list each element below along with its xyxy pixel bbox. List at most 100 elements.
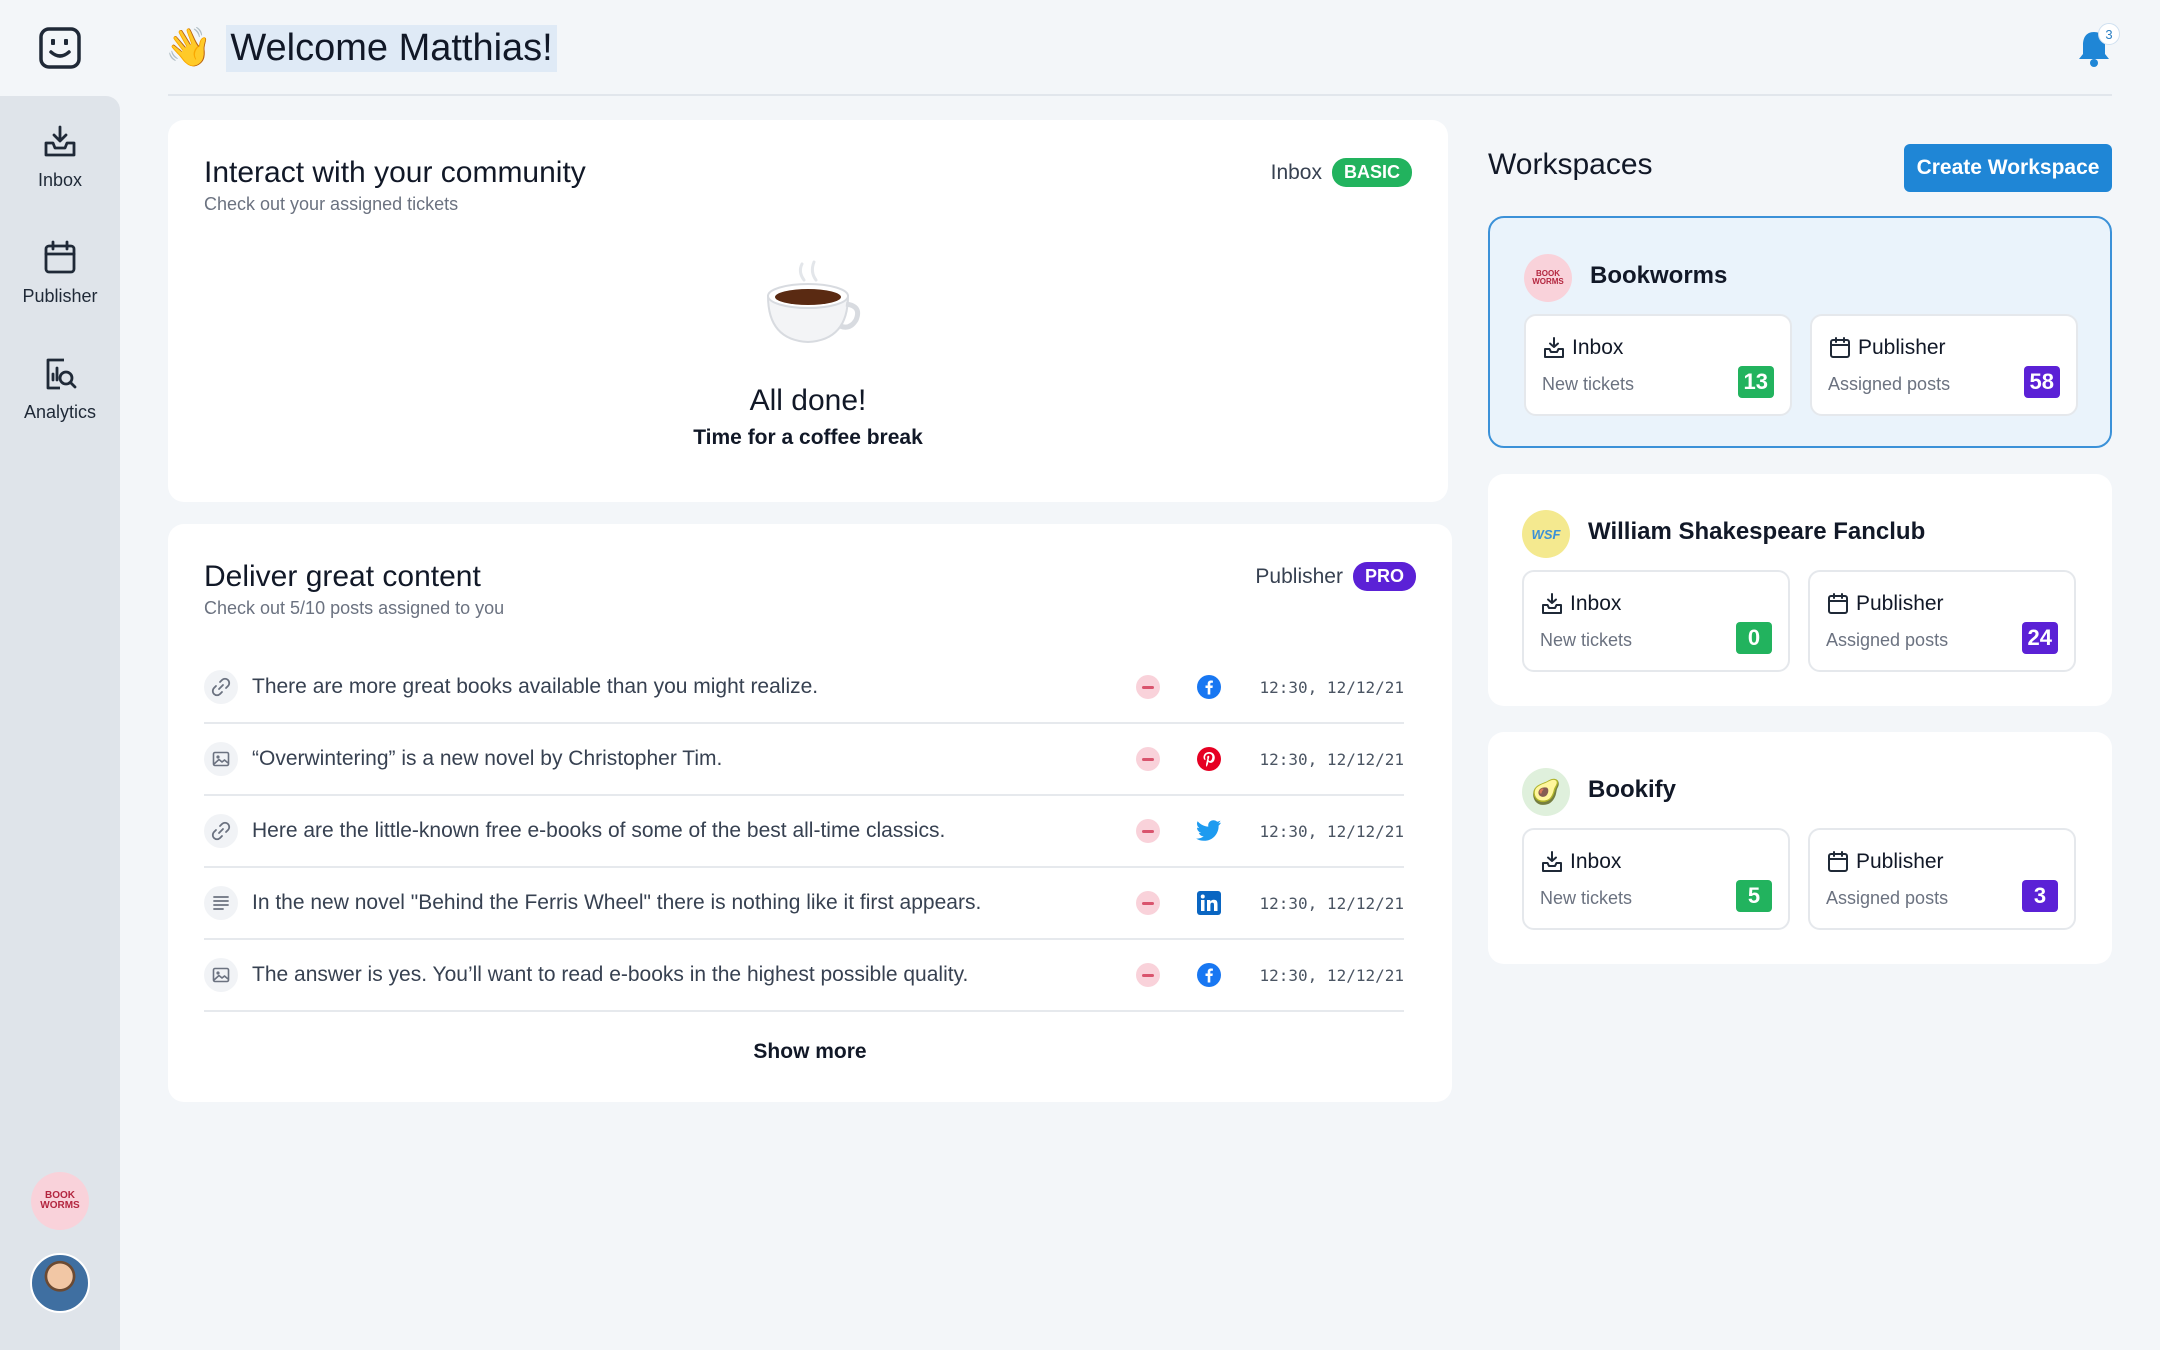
post-time: 12:30, 12/12/21	[1259, 821, 1405, 841]
tile-subtitle: Assigned posts	[1826, 630, 1949, 650]
tile-subtitle: New tickets	[1542, 374, 1635, 394]
publisher-tile[interactable]: Publisher Assigned posts 58	[1810, 314, 2078, 416]
inbox-icon	[44, 125, 76, 157]
workspace-dot-icon	[1136, 675, 1160, 699]
page-header: 👋 Welcome Matthias!	[165, 22, 557, 74]
wave-emoji-icon: 👋	[165, 27, 213, 69]
page-title: Welcome Matthias!	[226, 24, 557, 72]
inbox-tile[interactable]: Inbox New tickets 13	[1524, 314, 1792, 416]
create-workspace-button[interactable]: Create Workspace	[1904, 144, 2112, 192]
community-title: Interact with your community	[204, 156, 586, 189]
tickets-count-badge: 13	[1737, 366, 1774, 398]
header-divider	[168, 94, 2112, 96]
publisher-tile[interactable]: Publisher Assigned posts 24	[1808, 570, 2076, 672]
content-title: Deliver great content	[204, 560, 481, 593]
content-card: Deliver great content Check out 5/10 pos…	[168, 524, 1452, 1102]
post-row[interactable]: In the new novel "Behind the Ferris Whee…	[204, 868, 1404, 940]
sidebar-item-analytics[interactable]: Analytics	[0, 356, 120, 456]
pro-pill: PRO	[1352, 562, 1416, 591]
publisher-tag-label: Publisher	[1255, 564, 1343, 588]
sidebar-item-inbox[interactable]: Inbox	[0, 124, 120, 224]
tickets-count-badge: 5	[1736, 880, 1772, 912]
linkedin-icon	[1196, 890, 1222, 916]
tile-title: Publisher	[1858, 336, 1946, 359]
workspace-card-wsf[interactable]: WSF William Shakespeare Fanclub Inbox Ne…	[1488, 474, 2112, 706]
workspace-logo: 🥑	[1522, 768, 1570, 816]
image-icon	[204, 742, 238, 776]
post-text: Here are the little-known free e-books o…	[252, 819, 946, 842]
workspace-dot-icon	[1136, 747, 1160, 771]
calendar-icon	[1830, 337, 1850, 358]
sidebar-item-publisher[interactable]: Publisher	[0, 240, 120, 340]
posts-count-badge: 3	[2022, 880, 2058, 912]
post-text: There are more great books available tha…	[252, 675, 819, 698]
content-tag: Publisher PRO	[1255, 562, 1416, 591]
inbox-icon	[1542, 593, 1562, 614]
workspace-card-bookify[interactable]: 🥑 Bookify Inbox New tickets 5 Publisher …	[1488, 732, 2112, 964]
notification-badge: 3	[2098, 23, 2120, 45]
inbox-tile[interactable]: Inbox New tickets 5	[1522, 828, 1790, 930]
sidebar: Inbox Publisher Analytics BOOK WORMS	[0, 0, 120, 1350]
all-done-title: All done!	[749, 384, 867, 417]
post-row[interactable]: The answer is yes. You’ll want to read e…	[204, 940, 1404, 1012]
community-subtitle: Check out your assigned tickets	[204, 194, 459, 214]
coffee-cup-icon	[766, 260, 861, 344]
coffee-break-text: Time for a coffee break	[693, 426, 923, 449]
sidebar-item-label: Analytics	[23, 402, 97, 422]
tile-title: Publisher	[1856, 850, 1944, 873]
tile-title: Inbox	[1570, 592, 1622, 615]
user-avatar[interactable]	[30, 1253, 90, 1313]
workspace-card-bookworms[interactable]: BOOK WORMS Bookworms Inbox New tickets 1…	[1488, 216, 2112, 448]
post-time: 12:30, 12/12/21	[1259, 893, 1405, 913]
inbox-tag-label: Inbox	[1270, 160, 1322, 184]
tile-title: Publisher	[1856, 592, 1944, 615]
twitter-icon	[1196, 818, 1222, 844]
workspace-logo: WSF	[1522, 510, 1570, 558]
workspace-dot-icon	[1136, 891, 1160, 915]
tile-subtitle: New tickets	[1540, 888, 1633, 908]
workspace-logo-text: WSF	[1531, 526, 1561, 542]
link-icon	[204, 814, 238, 848]
post-row[interactable]: “Overwintering” is a new novel by Christ…	[204, 724, 1404, 796]
workspace-logo-text: BOOK WORMS	[1532, 269, 1564, 286]
image-icon	[204, 958, 238, 992]
pinterest-icon	[1196, 746, 1222, 772]
avocado-icon: 🥑	[1531, 778, 1561, 806]
tile-title: Inbox	[1572, 336, 1624, 359]
tile-subtitle: Assigned posts	[1826, 888, 1949, 908]
post-row[interactable]: There are more great books available tha…	[204, 652, 1404, 724]
workspaces-heading: Workspaces	[1488, 148, 1653, 181]
basic-pill: BASIC	[1331, 158, 1412, 187]
workspace-logo: BOOK WORMS	[1524, 254, 1572, 302]
workspace-name: William Shakespeare Fanclub	[1588, 518, 1926, 545]
publisher-tile[interactable]: Publisher Assigned posts 3	[1808, 828, 2076, 930]
tile-subtitle: Assigned posts	[1828, 374, 1951, 394]
sidebar-item-label: Publisher	[22, 286, 98, 306]
inbox-icon	[1542, 851, 1562, 872]
show-more-button[interactable]: Show more	[753, 1040, 867, 1063]
tile-subtitle: New tickets	[1540, 630, 1633, 650]
workspace-name: Bookworms	[1590, 262, 1728, 289]
workspace-avatar-text: BOOK WORMS	[40, 1190, 80, 1211]
post-text: “Overwintering” is a new novel by Christ…	[252, 747, 723, 770]
workspace-avatar[interactable]: BOOK WORMS	[31, 1172, 89, 1230]
community-card: Interact with your community Check out y…	[168, 120, 1448, 502]
post-time: 12:30, 12/12/21	[1259, 965, 1405, 985]
posts-count-badge: 24	[2021, 622, 2058, 654]
calendar-icon	[44, 240, 76, 274]
post-row[interactable]: Here are the little-known free e-books o…	[204, 796, 1404, 868]
workspace-name: Bookify	[1588, 776, 1677, 803]
nav-panel	[0, 96, 120, 1350]
sidebar-item-label: Inbox	[37, 170, 83, 190]
post-time: 12:30, 12/12/21	[1259, 677, 1405, 697]
analytics-icon	[46, 358, 77, 390]
post-text: The answer is yes. You’ll want to read e…	[252, 963, 969, 986]
tickets-count-badge: 0	[1736, 622, 1772, 654]
workspace-dot-icon	[1136, 963, 1160, 987]
inbox-icon	[1544, 337, 1564, 358]
workspace-dot-icon	[1136, 819, 1160, 843]
inbox-tile[interactable]: Inbox New tickets 0	[1522, 570, 1790, 672]
app-logo[interactable]	[0, 0, 120, 96]
community-tag: Inbox BASIC	[1271, 158, 1412, 187]
facebook-icon	[1196, 674, 1222, 700]
